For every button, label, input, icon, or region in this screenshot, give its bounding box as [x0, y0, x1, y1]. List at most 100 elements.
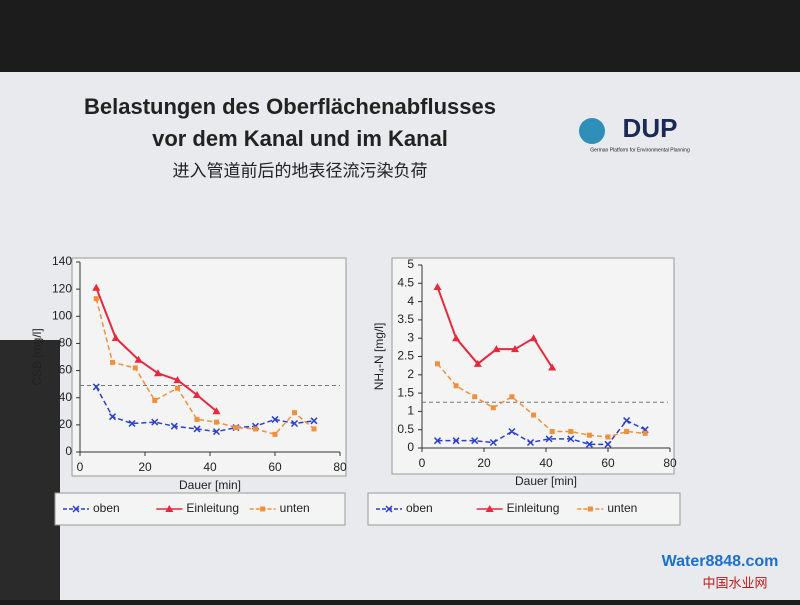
- point-stroke: [170, 422, 178, 430]
- point: [529, 334, 538, 342]
- point: [134, 355, 143, 363]
- point: [489, 438, 497, 447]
- logo-caption: German Platform for Environmental Planni…: [590, 147, 690, 153]
- y-tick-label: 4.5: [397, 275, 414, 289]
- point: [271, 415, 279, 423]
- x-axis-label: Dauer [min]: [179, 478, 241, 492]
- y-tick-label: 2.5: [397, 349, 414, 363]
- x-tick-label: 40: [203, 460, 217, 474]
- point-stroke: [585, 440, 593, 448]
- y-tick-label: 40: [59, 390, 73, 404]
- slide-subtitle: 进入管道前后的地表径流污染负荷: [173, 161, 428, 180]
- legend-box: [367, 492, 681, 526]
- point: [433, 437, 442, 445]
- x-tick-label: 80: [663, 456, 677, 470]
- point: [290, 419, 299, 428]
- legend-marker: [385, 505, 393, 513]
- point-stroke: [452, 437, 460, 445]
- point-stroke: [193, 425, 201, 433]
- point: [511, 345, 519, 353]
- x-tick-label: 60: [268, 460, 282, 474]
- y-tick-label: 4: [407, 294, 414, 308]
- point-stroke: [310, 417, 318, 425]
- point: [586, 432, 592, 438]
- point-stroke: [271, 415, 279, 423]
- point-stroke: [92, 383, 100, 391]
- point: [272, 431, 278, 437]
- point: [128, 419, 136, 428]
- point: [151, 418, 159, 426]
- point-stroke: [545, 435, 553, 443]
- point: [472, 394, 478, 400]
- point: [452, 437, 460, 445]
- x-axis-label: Dauer [min]: [515, 474, 577, 488]
- y-tick-label: 60: [59, 363, 73, 377]
- point: [623, 417, 631, 425]
- y-tick-label: 2: [407, 367, 414, 381]
- point: [471, 437, 479, 445]
- point: [526, 438, 535, 447]
- point-stroke: [567, 435, 575, 443]
- x-tick-label: 20: [477, 456, 491, 470]
- point-stroke: [108, 413, 117, 421]
- point-stroke: [128, 419, 136, 428]
- point: [549, 429, 555, 435]
- point-stroke: [604, 440, 612, 448]
- point: [111, 334, 120, 341]
- legend-label: unten: [607, 501, 637, 515]
- point: [531, 412, 537, 418]
- point-stroke: [526, 438, 535, 447]
- x-tick-label: 20: [138, 460, 152, 474]
- y-tick-label: 3: [407, 330, 414, 344]
- legend-marker: [587, 506, 593, 512]
- y-axis-label: NH₄-N [mg/l]: [372, 323, 386, 391]
- point: [212, 428, 221, 436]
- point: [175, 385, 180, 391]
- y-tick-label: 0: [65, 444, 72, 458]
- point: [132, 365, 138, 371]
- legend-label: unten: [280, 501, 310, 515]
- plot-frame: [391, 257, 675, 475]
- point: [193, 391, 201, 398]
- point-stroke: [290, 419, 299, 428]
- point: [110, 359, 115, 365]
- y-tick-label: 3.5: [397, 312, 414, 326]
- point: [585, 440, 593, 448]
- point: [604, 440, 612, 448]
- point: [152, 397, 158, 403]
- point: [311, 426, 317, 432]
- y-tick-label: 140: [52, 254, 72, 268]
- point: [193, 425, 201, 433]
- logo-icon: [579, 118, 605, 144]
- y-tick-label: 0: [407, 440, 414, 454]
- point: [170, 422, 178, 430]
- series-line: [95, 386, 315, 433]
- y-tick-label: 100: [52, 308, 72, 322]
- point: [173, 376, 182, 384]
- slide-title: vor dem Kanal und im Kanal: [152, 126, 448, 151]
- y-tick-label: 80: [59, 336, 73, 350]
- point: [490, 405, 496, 411]
- watermark: Water8848.com: [662, 553, 779, 570]
- y-tick-label: 0.5: [397, 422, 414, 436]
- point-stroke: [471, 437, 479, 445]
- point: [509, 394, 515, 400]
- point: [93, 296, 99, 302]
- point-stroke: [385, 505, 393, 513]
- point: [452, 334, 461, 342]
- point: [292, 410, 297, 416]
- legend-label: oben: [93, 501, 120, 515]
- legend-label: Einleitung: [507, 501, 560, 515]
- point: [453, 383, 459, 389]
- point: [233, 425, 239, 431]
- x-tick-label: 0: [419, 456, 426, 470]
- point: [310, 417, 318, 425]
- point: [154, 369, 162, 377]
- point: [642, 430, 648, 436]
- point: [433, 282, 442, 290]
- logo: DUP: [623, 113, 678, 143]
- y-tick-label: 5: [407, 257, 414, 271]
- x-tick-label: 0: [77, 460, 84, 474]
- point: [214, 419, 219, 425]
